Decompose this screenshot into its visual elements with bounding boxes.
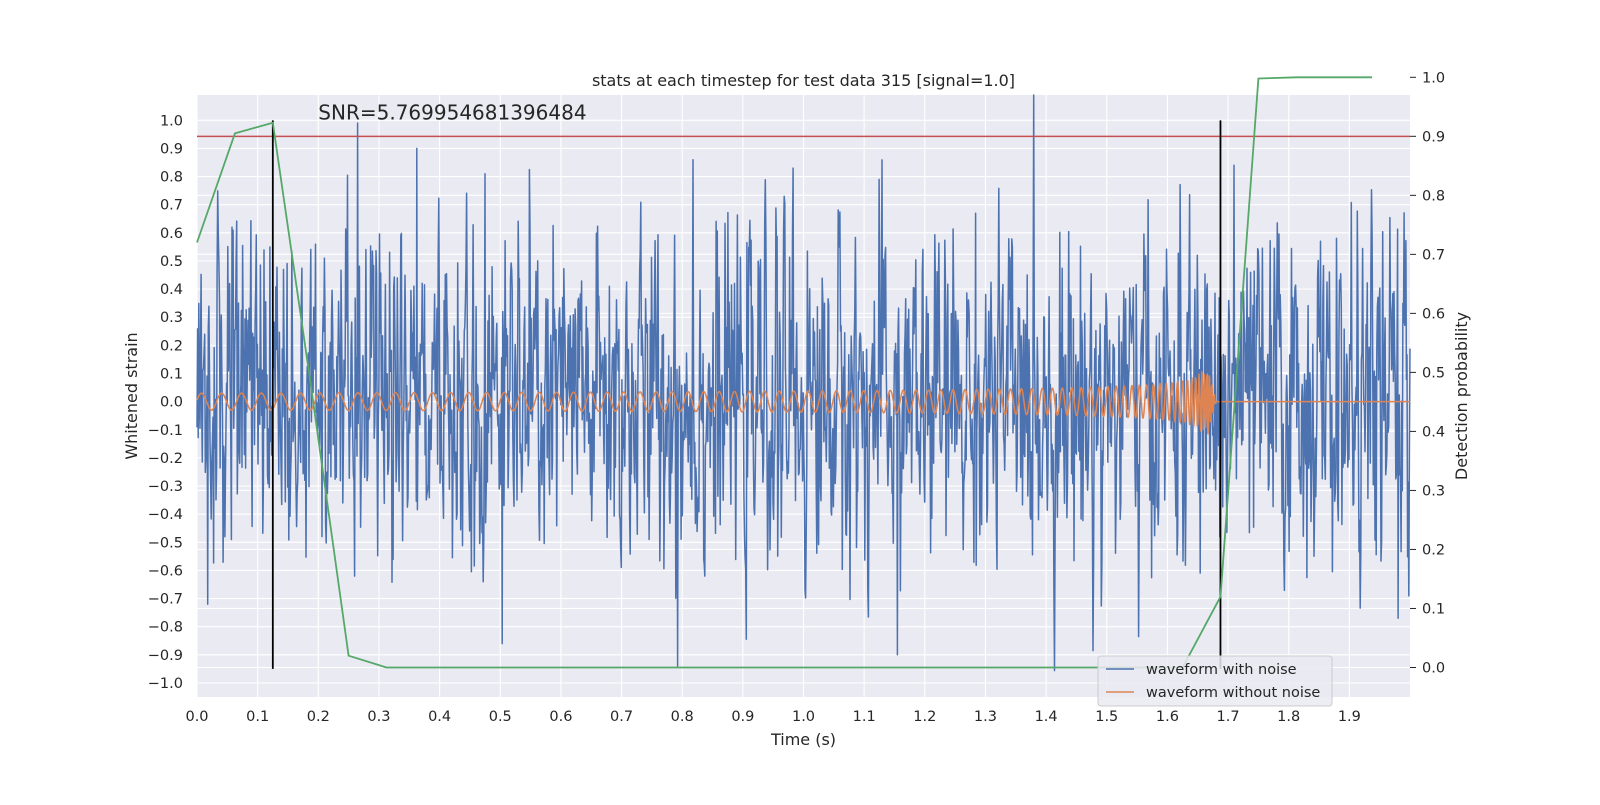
legend-label-with-noise: waveform with noise xyxy=(1146,662,1297,678)
y2-tick-label: 0.6 xyxy=(1422,306,1445,322)
x-tick-label: 1.7 xyxy=(1217,709,1240,725)
y-tick-label: 0.7 xyxy=(160,198,183,214)
y-tick-label: 1.0 xyxy=(160,113,183,129)
x-tick-label: 1.0 xyxy=(792,709,815,725)
chart-title: stats at each timestep for test data 315… xyxy=(592,71,1015,90)
y2-tick-label: 0.2 xyxy=(1422,542,1445,558)
x-axis-label: Time (s) xyxy=(770,730,836,749)
snr-annotation: SNR=5.769954681396484 xyxy=(318,100,586,124)
x-tick-label: 0.9 xyxy=(731,709,754,725)
x-tick-label: 0.0 xyxy=(185,709,208,725)
x-tick-label: 1.4 xyxy=(1035,709,1058,725)
y2-tick-label: 0.9 xyxy=(1422,129,1445,145)
y2-tick-label: 0.0 xyxy=(1422,660,1445,676)
x-tick-label: 1.1 xyxy=(853,709,876,725)
y2-tick-label: 1.0 xyxy=(1422,70,1445,86)
x-tick-label: 0.6 xyxy=(549,709,572,725)
x-tick-label: 0.3 xyxy=(367,709,390,725)
y-tick-label: 0.9 xyxy=(160,141,183,157)
y-axis-label: Whitened strain xyxy=(122,332,141,459)
y-tick-label: 0.1 xyxy=(160,366,183,382)
y2-tick-label: 0.1 xyxy=(1422,601,1445,617)
y2-tick-label: 0.3 xyxy=(1422,483,1445,499)
y2-tick-label: 0.4 xyxy=(1422,424,1445,440)
y-tick-label: 0.2 xyxy=(160,338,183,354)
y-tick-label: −0.7 xyxy=(148,592,183,608)
y-tick-label: −0.5 xyxy=(148,535,183,551)
series-without-noise-line xyxy=(196,371,1411,435)
y2-tick-label: 0.7 xyxy=(1422,247,1445,263)
x-tick-label: 1.9 xyxy=(1338,709,1361,725)
y-tick-label: 0.8 xyxy=(160,170,183,186)
y2-tick-label: 0.8 xyxy=(1422,188,1445,204)
x-tick-label: 1.8 xyxy=(1277,709,1300,725)
data-layer xyxy=(196,76,1411,672)
x-tick-label: 1.3 xyxy=(974,709,997,725)
y-tick-label: −1.0 xyxy=(148,676,183,692)
y-tick-label: −0.6 xyxy=(148,563,183,579)
y2-tick-label: 0.5 xyxy=(1422,365,1445,381)
y-tick-label: −0.9 xyxy=(148,648,183,664)
y-tick-label: −0.1 xyxy=(148,423,183,439)
x-tick-label: 1.6 xyxy=(1156,709,1179,725)
x-tick-label: 0.7 xyxy=(610,709,633,725)
x-tick-label: 1.5 xyxy=(1095,709,1118,725)
legend: waveform with noise waveform without noi… xyxy=(1097,655,1333,707)
x-tick-label: 0.4 xyxy=(428,709,451,725)
y-tick-label: −0.8 xyxy=(148,620,183,636)
x-tick-label: 0.8 xyxy=(671,709,694,725)
y-tick-label: −0.4 xyxy=(148,507,183,523)
y-tick-label: 0.0 xyxy=(160,395,183,411)
y-tick-label: −0.2 xyxy=(148,451,183,467)
x-tick-label: 0.2 xyxy=(307,709,330,725)
y-tick-label: 0.5 xyxy=(160,254,183,270)
x-tick-label: 1.2 xyxy=(913,709,936,725)
y-tick-label: 0.3 xyxy=(160,310,183,326)
y2-axis-label: Detection probability xyxy=(1452,312,1471,480)
x-tick-label: 0.5 xyxy=(489,709,512,725)
y-tick-label: 0.6 xyxy=(160,226,183,242)
y-tick-label: 0.4 xyxy=(160,282,183,298)
legend-label-without-noise: waveform without noise xyxy=(1146,685,1320,701)
y-tick-label: −0.3 xyxy=(148,479,183,495)
legend-box xyxy=(1097,655,1333,707)
axis-layer: 0.0 0.1 0.2 0.3 0.4 0.5 0.6 0.7 0.8 0.9 1.0 1.1 1.2 1… xyxy=(148,70,1445,725)
x-tick-label: 0.1 xyxy=(246,709,269,725)
